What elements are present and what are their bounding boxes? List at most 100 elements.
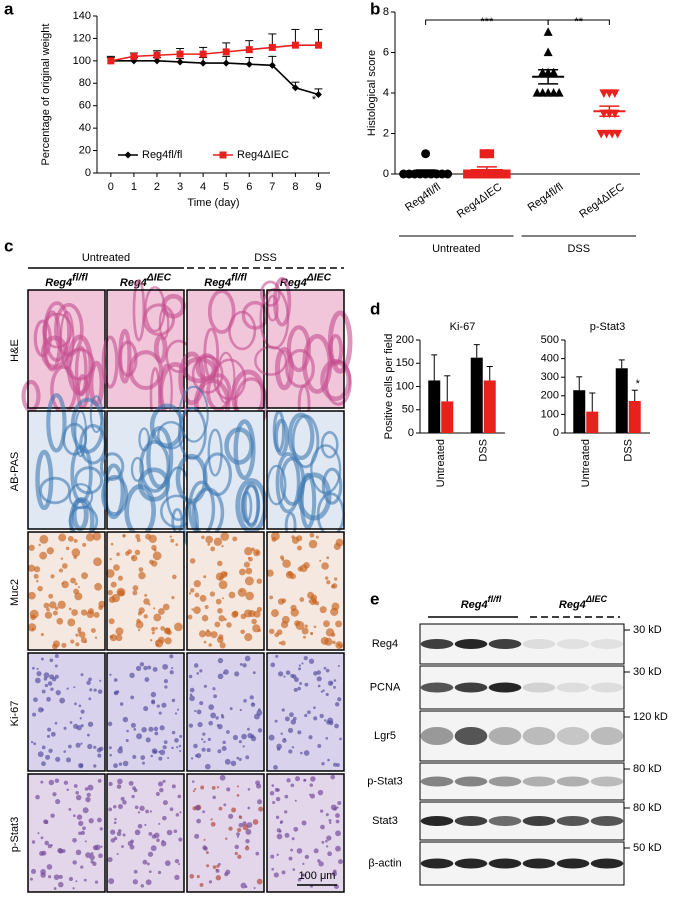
cell — [321, 562, 329, 570]
cell — [218, 615, 225, 622]
cell — [34, 677, 41, 684]
cell — [299, 564, 308, 573]
cell — [143, 706, 149, 712]
cell — [45, 754, 51, 760]
cell — [67, 618, 76, 627]
cell — [323, 666, 327, 670]
cell — [271, 609, 279, 618]
cell — [238, 757, 242, 761]
cell — [258, 806, 264, 812]
panel-label: c — [4, 236, 13, 255]
cell — [142, 859, 148, 865]
cell — [289, 712, 294, 718]
cell — [210, 818, 213, 821]
micrograph-border — [266, 289, 345, 409]
cell — [149, 639, 153, 642]
tissue — [259, 280, 281, 307]
cell — [113, 678, 118, 682]
cell — [220, 532, 230, 541]
cell — [79, 717, 82, 720]
cell — [153, 613, 162, 622]
y-tick-label: 2 — [383, 127, 389, 139]
cell — [317, 684, 321, 688]
cell — [158, 608, 165, 615]
micrograph-border — [186, 531, 265, 651]
cell — [301, 662, 304, 665]
cell — [245, 838, 250, 844]
cell — [201, 535, 205, 540]
cell — [155, 643, 160, 647]
cell — [41, 761, 46, 767]
cell — [282, 559, 291, 568]
micrograph — [106, 652, 185, 772]
marker — [124, 151, 132, 159]
cell — [169, 654, 174, 659]
cell — [73, 538, 78, 543]
cell — [176, 708, 180, 711]
cell — [212, 865, 217, 869]
cell — [276, 747, 281, 751]
x-tick-label: 4 — [200, 181, 206, 193]
micrograph-border — [106, 531, 185, 651]
marker — [268, 61, 276, 69]
cell — [53, 874, 60, 881]
cell — [132, 590, 138, 596]
cell — [288, 749, 293, 754]
cell — [30, 740, 34, 744]
cell — [75, 849, 82, 856]
cell — [240, 629, 246, 635]
cell — [88, 677, 92, 682]
cell — [327, 851, 332, 857]
cell — [333, 679, 337, 682]
cell — [98, 600, 106, 608]
x-tick-label: Reg4fl/fl — [526, 181, 566, 214]
y-tick-label: 4 — [383, 87, 389, 99]
cell — [154, 731, 159, 736]
cell — [110, 542, 114, 546]
tissue — [320, 430, 339, 459]
cell — [94, 844, 101, 851]
cell — [138, 567, 144, 572]
cell — [299, 597, 305, 602]
cell — [49, 601, 57, 609]
cell — [237, 854, 242, 859]
cell — [218, 806, 223, 811]
bar — [428, 380, 441, 433]
micrograph — [106, 773, 185, 893]
cell — [80, 709, 85, 714]
cell — [122, 833, 126, 837]
cell — [171, 667, 174, 670]
cell — [211, 785, 216, 790]
cell — [236, 832, 240, 837]
cell — [129, 672, 135, 679]
row-label: Lgr5 — [374, 730, 396, 742]
cell — [105, 569, 115, 578]
blot-band — [454, 727, 488, 745]
cell — [28, 591, 36, 600]
bar — [628, 401, 641, 433]
cell — [229, 707, 233, 711]
y-tick-label: 400 — [541, 353, 559, 365]
cell — [280, 555, 284, 560]
cell — [158, 711, 162, 715]
cell — [191, 608, 194, 611]
column-label-base: Reg4 — [45, 277, 72, 289]
significance-label: ** — [574, 16, 583, 28]
micrograph — [186, 773, 265, 893]
cell — [253, 886, 256, 890]
tissue — [207, 428, 223, 477]
cell — [175, 813, 180, 817]
column-label-sup: ΔIEC — [306, 272, 332, 283]
cell — [80, 830, 86, 835]
cell — [115, 634, 123, 642]
row-label: Reg4 — [372, 638, 398, 650]
tissue — [272, 410, 286, 453]
y-tick-label: 0 — [85, 167, 91, 179]
cell — [309, 532, 315, 538]
tissue — [132, 278, 146, 342]
cell — [107, 721, 113, 727]
cell — [333, 807, 337, 811]
group-label: Reg4ΔIEC — [559, 595, 608, 611]
cell — [121, 845, 124, 848]
cell — [148, 534, 157, 543]
